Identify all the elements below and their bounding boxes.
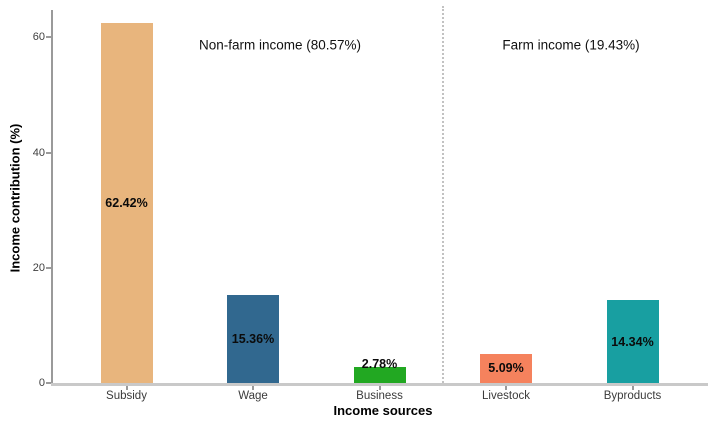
y-tick-mark [46,151,51,154]
y-tick-mark [46,382,51,384]
x-tick-label-business: Business [356,390,403,402]
x-tick-label-wage: Wage [238,390,268,402]
bar-wage [227,294,279,383]
y-tick-mark [46,266,51,269]
x-tick-mark [631,386,634,390]
y-tick-label: 40 [32,146,45,159]
bar-subsidy [100,23,153,383]
y-tick-label: 20 [32,261,45,274]
y-axis-line [51,10,53,386]
y-tick-label: 0 [38,377,45,389]
y-tick-mark [46,36,51,39]
bar-value-label: 5.09% [488,361,524,376]
bar-livestock [480,353,532,383]
bar-value-label: 14.34% [611,334,654,349]
x-tick-mark [125,386,128,390]
x-tick-mark [505,386,507,390]
group-divider-dashed-line [442,6,444,383]
x-tick-mark [378,386,381,390]
x-axis-line [51,383,708,386]
x-tick-mark [252,386,254,390]
y-tick-label: 60 [32,31,45,44]
bar-value-label: 2.78% [361,356,398,371]
bar-value-label: 15.36% [231,331,275,346]
group-annotation: Non-farm income (80.57%) [198,37,362,53]
group-annotation: Farm income (19.43%) [502,37,640,53]
x-tick-label-subsidy: Subsidy [106,390,147,402]
x-tick-label-byproducts: Byproducts [603,390,662,402]
x-tick-label-livestock: Livestock [482,390,530,402]
x-axis-title: Income sources [333,403,433,418]
bar-value-label: 62.42% [105,196,148,211]
bar-business [353,366,406,383]
bar-byproducts [606,300,659,383]
